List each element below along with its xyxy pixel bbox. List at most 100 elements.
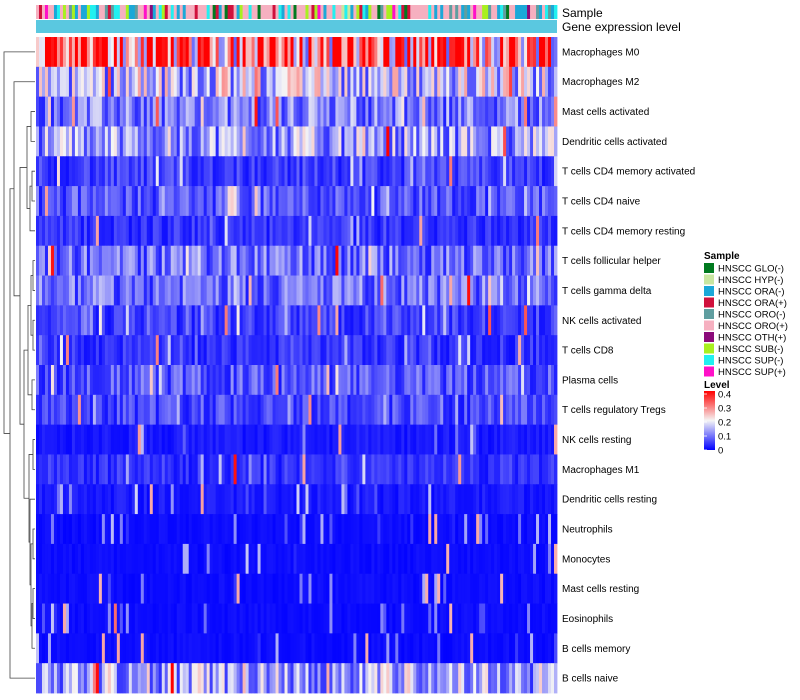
- heatmap-cell: [290, 186, 294, 217]
- heatmap-cell: [167, 514, 172, 545]
- heatmap-cell: [350, 37, 354, 68]
- heatmap-cell: [374, 305, 378, 336]
- heatmap-cell: [386, 245, 390, 276]
- heatmap-cell: [236, 454, 241, 485]
- heatmap-cell: [47, 424, 52, 455]
- heatmap-cell: [266, 394, 270, 426]
- heatmap-cell: [377, 573, 381, 604]
- heatmap-cell: [257, 543, 261, 575]
- heatmap-cell: [401, 454, 405, 485]
- heatmap-cell: [290, 573, 294, 604]
- heatmap-cell: [185, 365, 190, 396]
- heatmap-cell: [119, 186, 124, 217]
- heatmap-cell: [392, 365, 396, 396]
- heatmap-cell: [383, 394, 387, 426]
- heatmap-cell: [464, 66, 468, 98]
- heatmap-cell: [548, 335, 552, 366]
- heatmap-cell: [236, 335, 241, 366]
- heatmap-cell: [218, 394, 223, 426]
- heatmap-cell: [377, 66, 381, 98]
- heatmap-cell: [269, 245, 273, 276]
- heatmap-cell: [293, 245, 297, 276]
- heatmap-cell: [350, 305, 354, 336]
- heatmap-cell: [206, 305, 211, 336]
- dendrogram-branch: [19, 167, 27, 425]
- heatmap-cell: [497, 335, 501, 366]
- heatmap-cell: [353, 335, 357, 366]
- heatmap-cell: [494, 66, 498, 98]
- heatmap-cell: [446, 365, 450, 396]
- heatmap-cell: [50, 156, 55, 187]
- heatmap-cell: [479, 573, 483, 604]
- heatmap-cell: [227, 514, 232, 545]
- heatmap-cell: [425, 603, 429, 634]
- heatmap-cell: [290, 514, 294, 545]
- heatmap-cell: [50, 66, 55, 98]
- heatmap-cell: [125, 573, 130, 604]
- heatmap-cell: [125, 245, 130, 276]
- heatmap-cell: [554, 633, 558, 664]
- heatmap-cell: [401, 96, 405, 127]
- heatmap-cell: [506, 454, 510, 485]
- heatmap-cell: [128, 245, 133, 276]
- heatmap-cell: [296, 335, 300, 366]
- heatmap-cell: [269, 365, 273, 396]
- heatmap-cell: [131, 37, 136, 68]
- heatmap-cell: [392, 394, 396, 426]
- sample-annotation-cell: [533, 5, 537, 19]
- heatmap-cell: [188, 543, 193, 575]
- heatmap-cell: [515, 424, 519, 455]
- heatmap-cell: [227, 633, 232, 664]
- heatmap-cell: [419, 215, 423, 247]
- heatmap-cell: [302, 454, 306, 485]
- heatmap-cell: [542, 394, 546, 426]
- heatmap-cell: [554, 424, 558, 455]
- heatmap-cell: [308, 156, 312, 187]
- heatmap-cell: [71, 305, 76, 336]
- heatmap-cell: [401, 365, 405, 396]
- heatmap-cell: [287, 424, 291, 455]
- heatmap-cell: [158, 335, 163, 366]
- heatmap-cell: [209, 215, 214, 247]
- sample-annotation-cell: [488, 5, 492, 19]
- heatmap-cell: [470, 156, 474, 187]
- heatmap-cell: [488, 424, 492, 455]
- heatmap-cell: [275, 186, 279, 217]
- heatmap-cell: [197, 365, 202, 396]
- heatmap-cell: [320, 603, 324, 634]
- heatmap-cell: [182, 543, 187, 575]
- heatmap-cell: [299, 663, 303, 694]
- heatmap-cell: [479, 275, 483, 306]
- heatmap-cell: [176, 305, 181, 336]
- heatmap-cell: [83, 484, 88, 515]
- heatmap-cell: [242, 305, 246, 336]
- heatmap-cell: [530, 215, 534, 247]
- heatmap-cell: [401, 245, 405, 276]
- heatmap-cell: [320, 514, 324, 545]
- heatmap-cell: [380, 275, 384, 306]
- heatmap-cell: [509, 335, 513, 366]
- heatmap-cell: [134, 335, 139, 366]
- heatmap-cell: [266, 186, 270, 217]
- heatmap-cell: [332, 663, 336, 694]
- heatmap-cell: [143, 603, 148, 634]
- heatmap-cell: [284, 603, 288, 634]
- sample-legend-label: HNSCC SUB(-): [718, 344, 783, 355]
- heatmap-cell: [167, 126, 172, 157]
- heatmap-cell: [434, 365, 438, 396]
- heatmap-cell: [269, 335, 273, 366]
- heatmap-cell: [539, 484, 543, 515]
- heatmap-cell: [305, 543, 309, 575]
- heatmap-cell: [98, 514, 103, 545]
- heatmap-cell: [419, 573, 423, 604]
- heatmap-cell: [392, 603, 396, 634]
- heatmap-cell: [416, 156, 420, 187]
- heatmap-cell: [53, 335, 58, 366]
- heatmap-cell: [68, 633, 73, 664]
- heatmap-cell: [269, 305, 273, 336]
- heatmap-cell: [104, 663, 109, 694]
- heatmap-cell: [266, 37, 270, 68]
- heatmap-cell: [371, 394, 375, 426]
- heatmap-cell: [338, 215, 342, 247]
- heatmap-cell: [353, 156, 357, 187]
